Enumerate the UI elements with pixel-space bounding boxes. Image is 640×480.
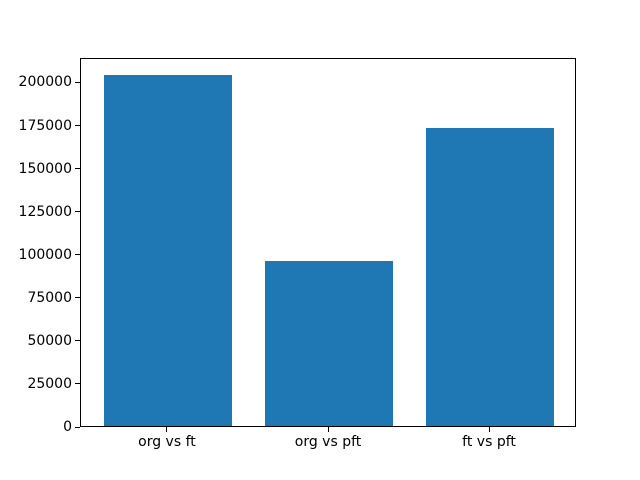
x-axis-tick-label: org vs pft bbox=[294, 434, 362, 450]
y-axis-tick-label: 50000 bbox=[27, 332, 72, 349]
y-tick-mark bbox=[75, 383, 80, 385]
x-tick-mark bbox=[488, 427, 490, 432]
x-axis-tick-label: org vs ft bbox=[138, 434, 196, 450]
y-axis-tick-label: 150000 bbox=[18, 160, 72, 177]
y-axis-tick-label: 200000 bbox=[18, 74, 72, 91]
x-tick-mark bbox=[166, 427, 168, 432]
bar-org-vs-pft bbox=[264, 261, 394, 426]
y-tick-mark bbox=[75, 125, 80, 127]
y-axis-tick-label: 75000 bbox=[27, 289, 72, 306]
x-axis-tick-label: ft vs pft bbox=[462, 434, 516, 450]
bar-ft-vs-pft bbox=[425, 127, 555, 426]
y-axis-tick-label: 100000 bbox=[18, 246, 72, 263]
y-axis-tick-label: 175000 bbox=[18, 117, 72, 134]
y-tick-mark bbox=[75, 81, 80, 83]
y-tick-mark bbox=[75, 168, 80, 170]
plot-area bbox=[80, 58, 576, 427]
y-axis-tick-label: 0 bbox=[63, 419, 72, 435]
y-tick-mark bbox=[75, 211, 80, 213]
y-tick-mark bbox=[75, 254, 80, 256]
x-tick-mark bbox=[327, 427, 329, 432]
y-tick-mark bbox=[75, 297, 80, 299]
y-tick-mark bbox=[75, 426, 80, 428]
y-tick-mark bbox=[75, 340, 80, 342]
y-axis-tick-label: 125000 bbox=[18, 203, 72, 220]
bar-org-vs-ft bbox=[103, 74, 233, 426]
y-axis-tick-label: 25000 bbox=[27, 375, 72, 392]
